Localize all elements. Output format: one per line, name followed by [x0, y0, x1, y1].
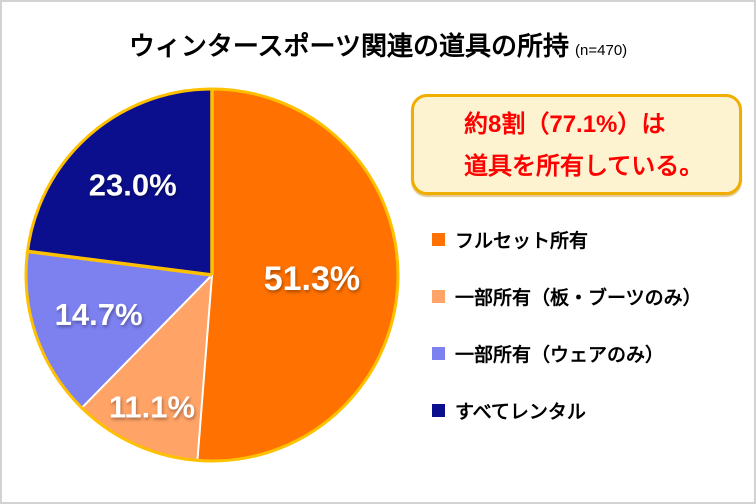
legend-label-1: 一部所有（板・ブーツのみ） [455, 288, 702, 309]
legend-swatch-0 [432, 233, 445, 246]
chart-title-text: ウィンタースポーツ関連の道具の所持 [128, 31, 570, 61]
legend: フルセット所有一部所有（板・ブーツのみ） 一部所有（ウェアのみ） すべてレンタル [432, 223, 752, 427]
pie-chart: 51.3% 11.1% 14.7% 23.0% [24, 87, 400, 463]
slice-separator-3 [27, 249, 213, 277]
pie-data-label-1: 11.1% [109, 390, 195, 425]
legend-label-3: すべてレンタル [455, 402, 586, 423]
chart-sample-size: (n=470) [575, 42, 628, 59]
legend-swatch-1 [432, 290, 445, 303]
legend-swatch-3 [432, 404, 445, 417]
chart-title: ウィンタースポーツ関連の道具の所持 (n=470) [2, 26, 754, 63]
pie-slice-2 [25, 251, 212, 408]
legend-item-2: 一部所有（ウェアのみ） [432, 337, 752, 370]
pie-data-label-0: 51.3% [264, 260, 360, 298]
legend-label-0: フルセット所有 [455, 231, 589, 252]
pie-slice-1 [81, 275, 212, 461]
pie-data-label-2: 14.7% [55, 297, 143, 332]
slice-separator-1 [196, 274, 213, 461]
pie-slice-3 [27, 89, 212, 275]
pie-rim [24, 87, 400, 463]
legend-label-2: 一部所有（ウェアのみ） [455, 345, 665, 366]
slice-separator-2 [81, 274, 213, 409]
pie-data-label-3: 23.0% [89, 167, 177, 202]
callout-line-1: 約8割（77.1%）は [464, 111, 666, 138]
legend-item-1: 一部所有（板・ブーツのみ） [432, 280, 752, 313]
pie-slice-0 [197, 89, 398, 461]
callout-box: 約8割（77.1%）は 道具を所有している。 [411, 94, 742, 195]
callout-line-2: 道具を所有している。 [464, 153, 704, 180]
legend-item-3: すべてレンタル [432, 394, 752, 427]
legend-item-0: フルセット所有 [432, 223, 752, 256]
legend-swatch-2 [432, 347, 445, 360]
